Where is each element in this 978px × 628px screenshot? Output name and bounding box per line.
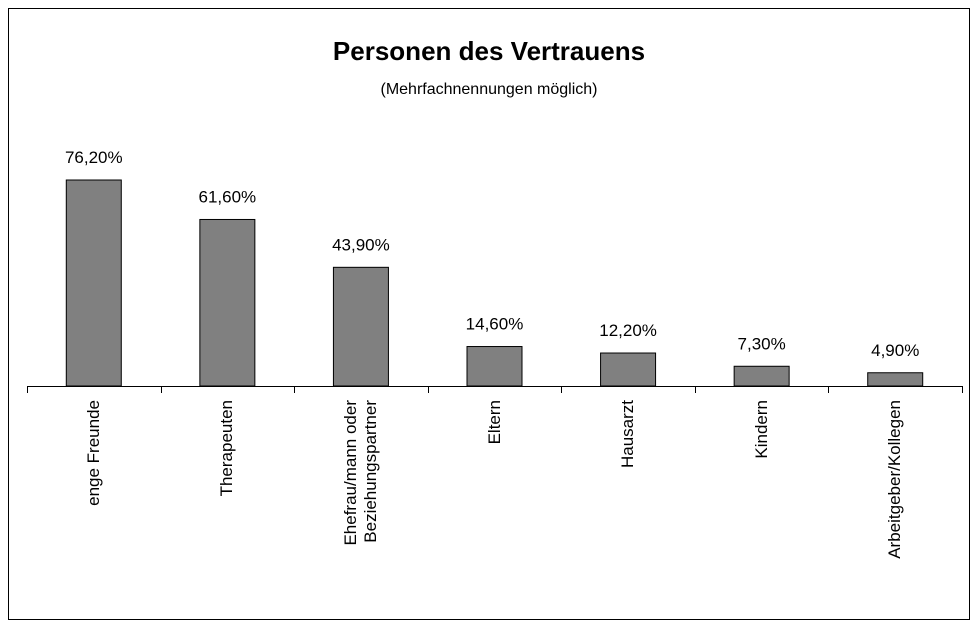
bar bbox=[600, 352, 657, 387]
x-tick-label: Hausarzt bbox=[618, 400, 638, 469]
x-tick-label: enge Freunde bbox=[83, 400, 103, 506]
bar bbox=[65, 179, 122, 387]
chart-subtitle: (Mehrfachnennungen möglich) bbox=[380, 81, 597, 98]
bar bbox=[466, 346, 523, 387]
value-label: 61,60% bbox=[199, 187, 257, 206]
x-tick-label: Eltern bbox=[484, 400, 504, 445]
frame bbox=[8, 8, 970, 620]
x-tick-label: Therapeuten bbox=[217, 400, 237, 497]
value-label: 76,20% bbox=[65, 148, 123, 167]
value-label: 12,20% bbox=[599, 321, 657, 340]
bar bbox=[733, 365, 790, 387]
bar bbox=[867, 372, 924, 387]
x-tick-label: Kindern bbox=[751, 400, 771, 459]
chart-title: Personen des Vertrauens bbox=[333, 36, 645, 66]
value-label: 7,30% bbox=[738, 334, 786, 353]
value-label: 43,90% bbox=[332, 235, 390, 254]
x-tick-label: Arbeitgeber/Kollegen bbox=[885, 400, 905, 559]
value-label: 4,90% bbox=[871, 341, 919, 360]
bar bbox=[199, 218, 256, 387]
x-tick-label: Ehefrau/mann oder Beziehungspartner bbox=[340, 400, 380, 546]
value-label: 14,60% bbox=[466, 315, 524, 334]
bar bbox=[332, 266, 389, 387]
